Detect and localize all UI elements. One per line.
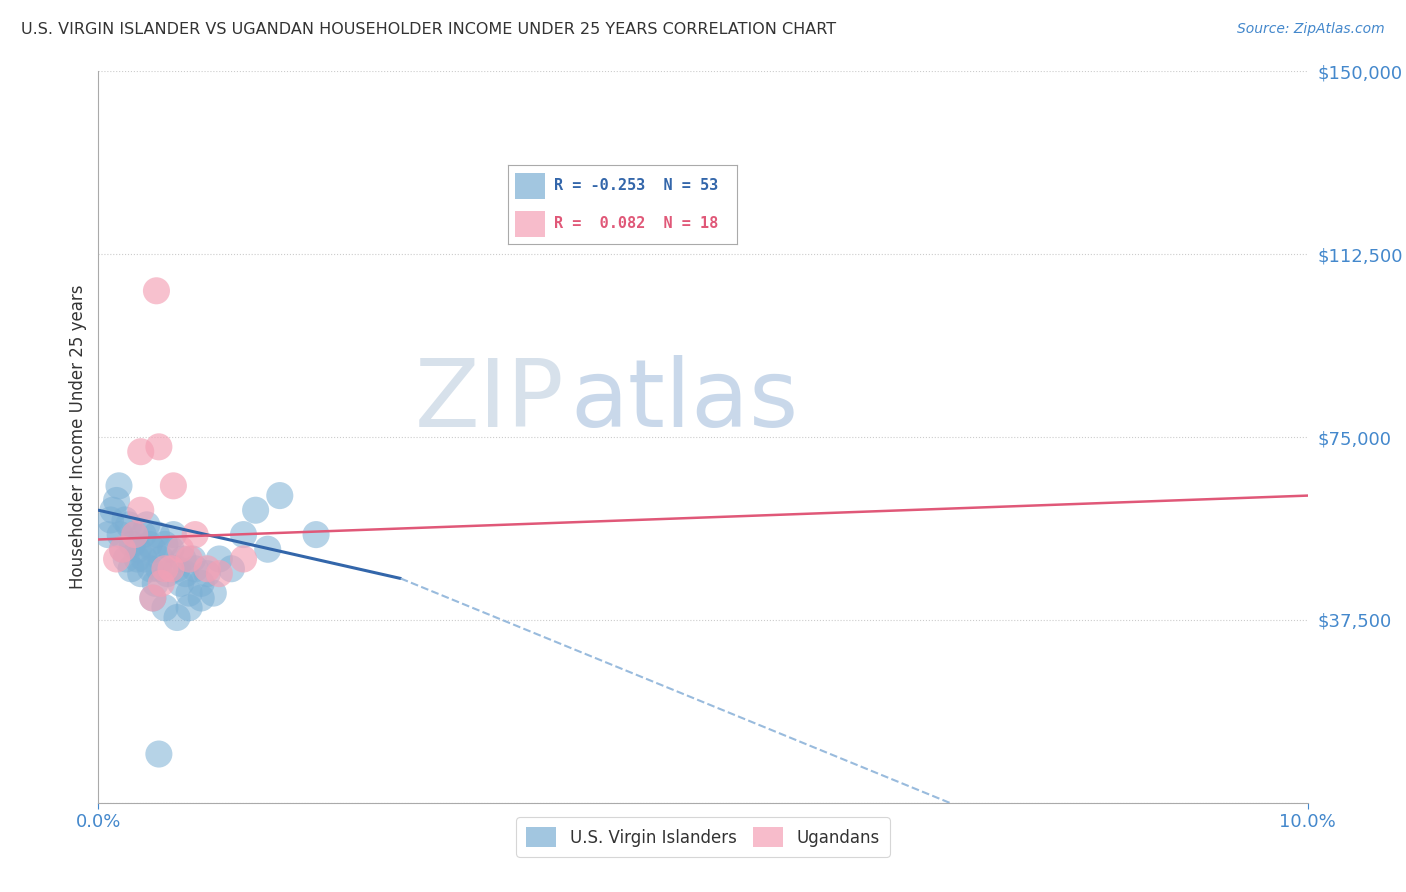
- Point: [111, 542, 134, 557]
- Point: [143, 576, 166, 591]
- Point: [162, 479, 184, 493]
- Point: [135, 517, 157, 532]
- Point: [97, 527, 120, 541]
- Point: [129, 566, 152, 581]
- Text: R = -0.253  N = 53: R = -0.253 N = 53: [554, 178, 718, 194]
- Point: [129, 503, 152, 517]
- Point: [179, 600, 201, 615]
- Point: [139, 562, 162, 576]
- Point: [202, 586, 225, 600]
- Point: [208, 552, 231, 566]
- Point: [256, 542, 278, 557]
- Point: [111, 542, 134, 557]
- Point: [184, 562, 207, 576]
- Point: [305, 527, 328, 541]
- Point: [153, 562, 176, 576]
- Point: [169, 576, 191, 591]
- Point: [153, 600, 176, 615]
- Text: Source: ZipAtlas.com: Source: ZipAtlas.com: [1237, 22, 1385, 37]
- Point: [118, 517, 141, 532]
- Point: [105, 552, 128, 566]
- Point: [129, 444, 152, 458]
- Point: [190, 591, 212, 605]
- Point: [134, 552, 156, 566]
- Text: R =  0.082  N = 18: R = 0.082 N = 18: [554, 217, 718, 231]
- Point: [145, 527, 167, 541]
- Point: [174, 566, 197, 581]
- Point: [208, 566, 231, 581]
- Point: [150, 576, 173, 591]
- Point: [179, 552, 201, 566]
- Point: [115, 552, 138, 566]
- Point: [132, 527, 155, 541]
- Point: [100, 513, 122, 527]
- Point: [124, 527, 146, 541]
- Point: [101, 503, 124, 517]
- Point: [148, 440, 170, 454]
- Point: [153, 537, 176, 551]
- Point: [114, 513, 136, 527]
- Point: [121, 537, 143, 551]
- Point: [232, 527, 254, 541]
- Point: [108, 527, 131, 541]
- Point: [145, 284, 167, 298]
- Point: [195, 566, 218, 581]
- Point: [269, 489, 291, 503]
- Text: atlas: atlas: [569, 354, 799, 447]
- Bar: [515, 173, 544, 199]
- Point: [142, 542, 165, 557]
- Point: [162, 527, 184, 541]
- Point: [148, 562, 170, 576]
- Point: [120, 562, 142, 576]
- Point: [142, 591, 165, 605]
- Point: [138, 537, 160, 551]
- Point: [150, 552, 173, 566]
- Point: [160, 542, 183, 557]
- Point: [221, 562, 243, 576]
- Point: [108, 479, 131, 493]
- Text: U.S. VIRGIN ISLANDER VS UGANDAN HOUSEHOLDER INCOME UNDER 25 YEARS CORRELATION CH: U.S. VIRGIN ISLANDER VS UGANDAN HOUSEHOL…: [21, 22, 837, 37]
- Bar: [515, 211, 544, 236]
- Text: ZIP: ZIP: [415, 354, 564, 447]
- Point: [172, 552, 194, 566]
- Point: [142, 591, 165, 605]
- Point: [245, 503, 267, 517]
- Point: [148, 747, 170, 761]
- Point: [190, 576, 212, 591]
- Point: [169, 542, 191, 557]
- Point: [124, 527, 146, 541]
- Point: [179, 586, 201, 600]
- Point: [195, 562, 218, 576]
- Point: [127, 542, 149, 557]
- Point: [160, 562, 183, 576]
- Point: [184, 527, 207, 541]
- Point: [166, 562, 188, 576]
- Y-axis label: Householder Income Under 25 years: Householder Income Under 25 years: [69, 285, 87, 590]
- Point: [166, 610, 188, 624]
- Point: [181, 552, 204, 566]
- Point: [127, 552, 149, 566]
- Point: [105, 493, 128, 508]
- Point: [156, 566, 179, 581]
- Point: [232, 552, 254, 566]
- Legend: U.S. Virgin Islanders, Ugandans: U.S. Virgin Islanders, Ugandans: [516, 817, 890, 856]
